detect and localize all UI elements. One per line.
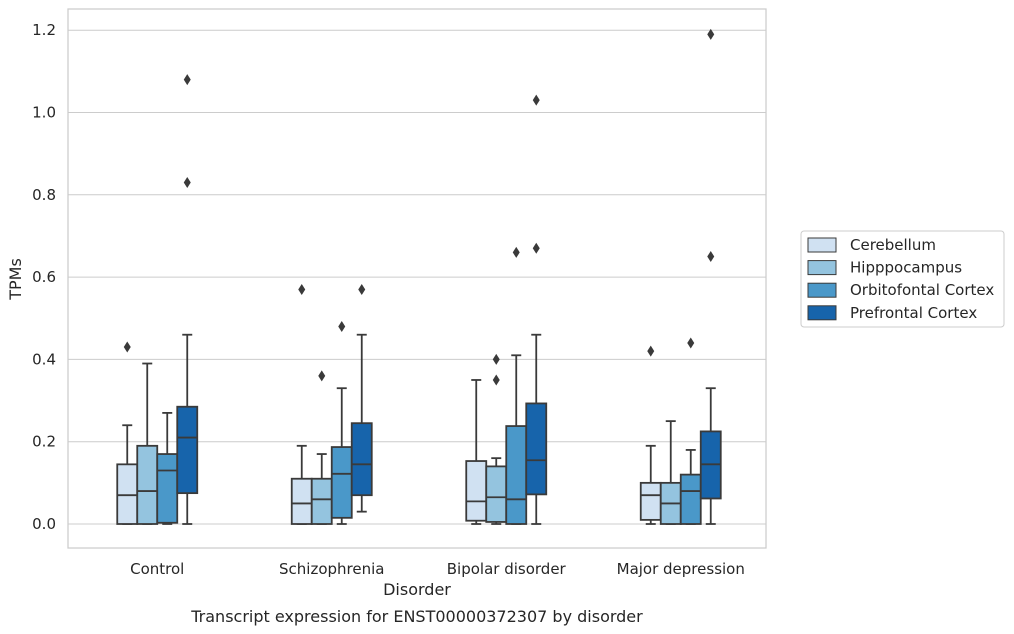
x-tick-label: Major depression <box>617 560 745 578</box>
outlier-point <box>532 242 540 254</box>
box-prefrontal-cortex <box>176 74 199 525</box>
box-cerebellum <box>639 345 662 525</box>
grid-lines <box>68 29 766 525</box>
y-tick-label: 0.8 <box>32 186 56 204</box>
y-tick-label: 0.4 <box>32 350 56 368</box>
box-iqr <box>136 444 159 525</box>
outlier-point <box>492 374 500 386</box>
box-orbitofontal-cortex <box>330 320 353 525</box>
box-prefrontal-cortex <box>525 94 548 525</box>
box-iqr <box>350 422 373 497</box>
outlier-point <box>338 320 346 332</box>
box-iqr <box>310 477 333 525</box>
outlier-point <box>492 353 500 365</box>
y-tick-label: 0.6 <box>32 268 56 286</box>
outlier-point <box>707 28 715 40</box>
outlier-point <box>318 370 326 382</box>
y-tick-label: 1.0 <box>32 104 56 122</box>
x-axis-ticks: Control Schizophrenia Bipolar disorder Majo… <box>130 560 745 578</box>
box-prefrontal-cortex <box>350 283 373 513</box>
y-tick-label: 1.2 <box>32 21 56 39</box>
legend-label: Hipppocampus <box>850 259 962 277</box>
y-tick-label: 0.0 <box>32 515 56 533</box>
legend-label: Prefrontal Cortex <box>850 304 977 322</box>
box-cerebellum <box>465 379 488 525</box>
box-hipppocampus <box>485 353 508 525</box>
legend-frame <box>800 230 1005 328</box>
box-iqr <box>156 453 179 524</box>
y-tick-label: 0.2 <box>32 433 56 451</box>
box-iqr <box>116 463 139 525</box>
legend: Cerebellum Hipppocampus Orbitofontal Corte… <box>800 230 1005 328</box>
outlier-point <box>707 251 715 263</box>
box-iqr <box>176 405 199 495</box>
legend-swatch <box>807 305 837 321</box>
box-iqr <box>525 402 548 496</box>
outlier-point <box>123 341 131 353</box>
box-iqr <box>290 477 313 525</box>
outlier-point <box>512 246 520 258</box>
y-axis-ticks: 0.0 0.2 0.4 0.6 0.8 1.0 1.2 <box>32 21 56 533</box>
x-tick-label: Schizophrenia <box>279 560 384 578</box>
box-cerebellum <box>290 283 313 525</box>
outlier-point <box>298 283 306 295</box>
box-hipppocampus <box>310 370 333 525</box>
box-orbitofontal-cortex <box>679 337 702 525</box>
box-iqr <box>465 460 488 522</box>
outlier-point <box>687 337 695 349</box>
outlier-point <box>647 345 655 357</box>
plot-area-frame <box>67 8 767 549</box>
outlier-point <box>183 74 191 86</box>
box-orbitofontal-cortex <box>505 246 528 525</box>
y-axis-label: TPMs <box>6 258 25 301</box>
figure-caption: Transcript expression for ENST0000037230… <box>190 607 643 626</box>
box-iqr <box>505 425 528 525</box>
boxes <box>116 28 722 525</box>
outlier-point <box>532 94 540 106</box>
legend-label: Cerebellum <box>850 236 936 254</box>
outlier-point <box>358 283 366 295</box>
x-axis-label: Disorder <box>383 580 451 599</box>
box-iqr <box>485 465 508 523</box>
box-cerebellum <box>116 341 139 525</box>
box-hipppocampus <box>136 362 159 525</box>
outlier-point <box>183 176 191 188</box>
legend-label: Orbitofontal Cortex <box>850 281 994 299</box>
box-prefrontal-cortex <box>699 28 722 525</box>
box-iqr <box>679 473 702 525</box>
box-orbitofontal-cortex <box>156 411 179 525</box>
box-iqr <box>330 446 353 519</box>
x-tick-label: Bipolar disorder <box>447 560 567 578</box>
box-hipppocampus <box>659 420 682 525</box>
legend-swatch <box>807 282 837 298</box>
legend-swatch <box>807 237 837 253</box>
legend-swatch <box>807 260 837 276</box>
box-iqr <box>639 481 662 521</box>
x-tick-label: Control <box>130 560 184 578</box>
